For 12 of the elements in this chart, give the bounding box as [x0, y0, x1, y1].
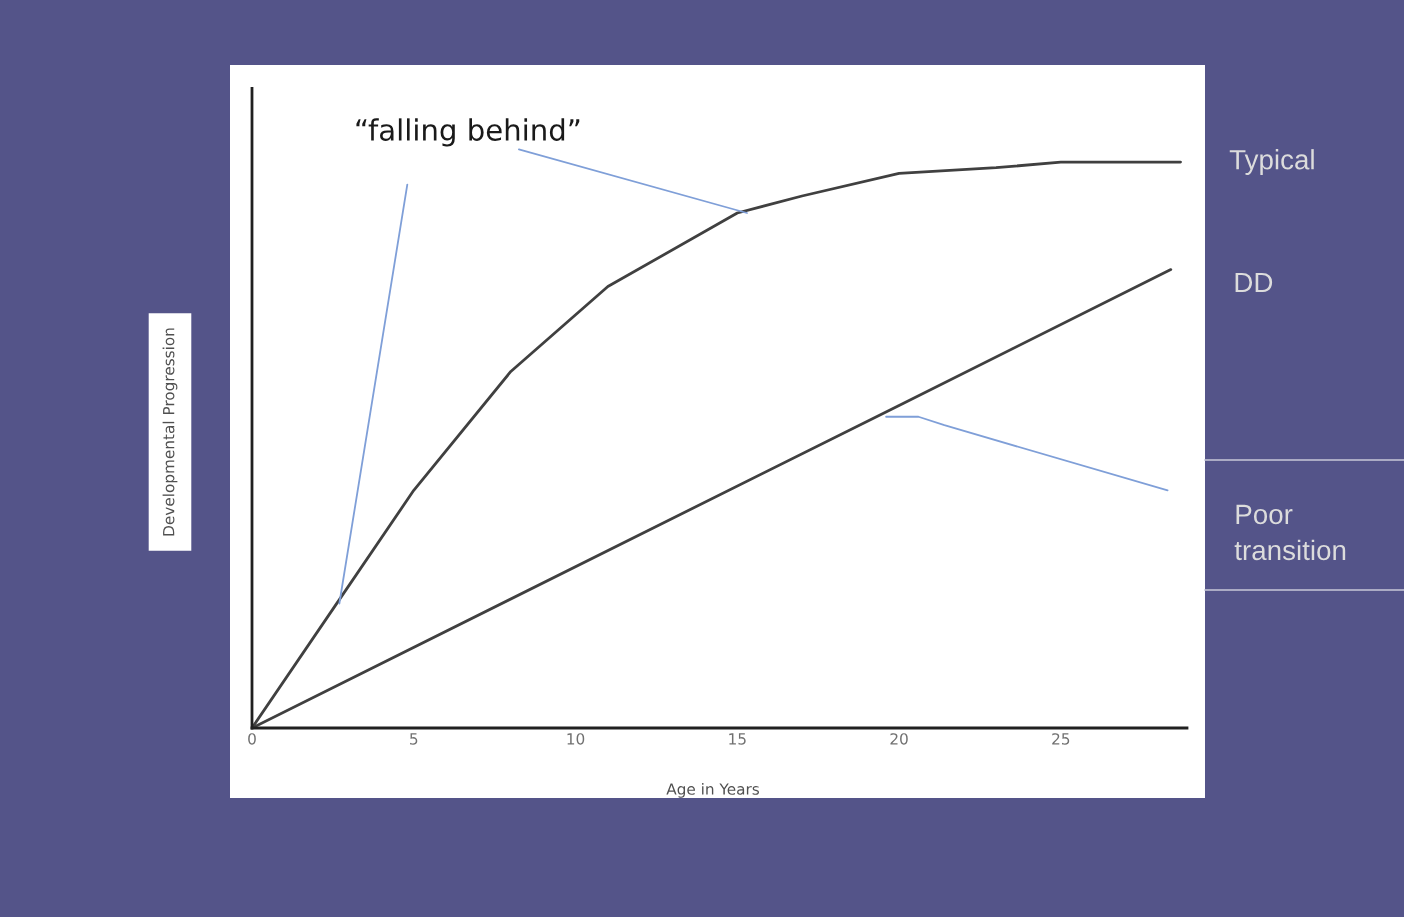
x-axis-title: Age in Years [666, 783, 759, 798]
x-tick-label: 20 [890, 733, 908, 745]
x-tick-label: 25 [1052, 733, 1070, 745]
x-tick-label: 15 [729, 733, 746, 745]
series-label: Typical [1229, 149, 1314, 176]
x-tick-label: 5 [410, 733, 418, 745]
x-tick-label: 0 [248, 733, 256, 745]
text: Poor transition [1234, 504, 1346, 561]
text: DD [1235, 272, 1273, 293]
x-tick-label: 10 [567, 733, 585, 745]
annotation: “falling behind” [356, 118, 580, 147]
y-axis-title: Developmental Progression [162, 328, 178, 536]
